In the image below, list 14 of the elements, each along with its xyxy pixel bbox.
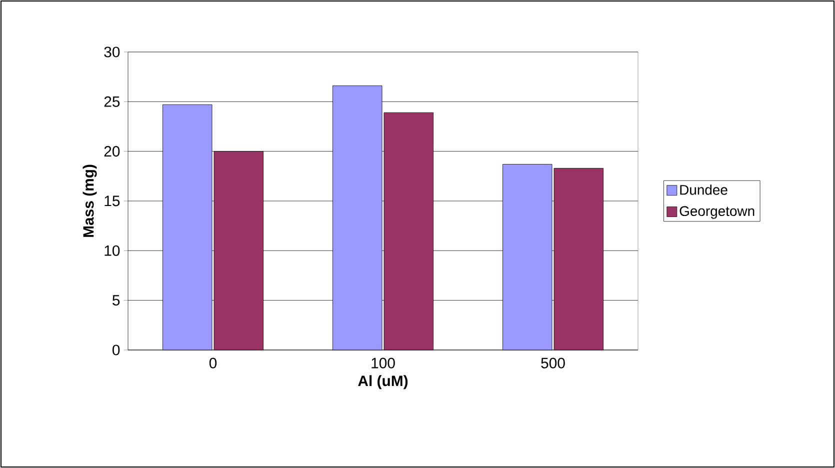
y-tick-label: 30 (104, 46, 120, 58)
y-tick-label: 20 (104, 146, 120, 157)
y-tick-label: 5 (112, 295, 120, 306)
x-axis-title: Al (uM) (358, 375, 408, 390)
y-tick-label: 10 (104, 245, 120, 256)
legend-label: Dundee (680, 184, 728, 195)
y-tick-label: 15 (104, 196, 120, 206)
x-tick-label: 100 (372, 358, 395, 368)
legend-label: Georgetown (680, 206, 754, 219)
y-axis-title: Mass (mg) (82, 164, 97, 237)
x-tick-label: 500 (541, 358, 565, 368)
y-tick-label: 25 (104, 96, 120, 107)
y-tick-label: 0 (112, 344, 120, 356)
x-tick-label: 0 (209, 358, 217, 368)
